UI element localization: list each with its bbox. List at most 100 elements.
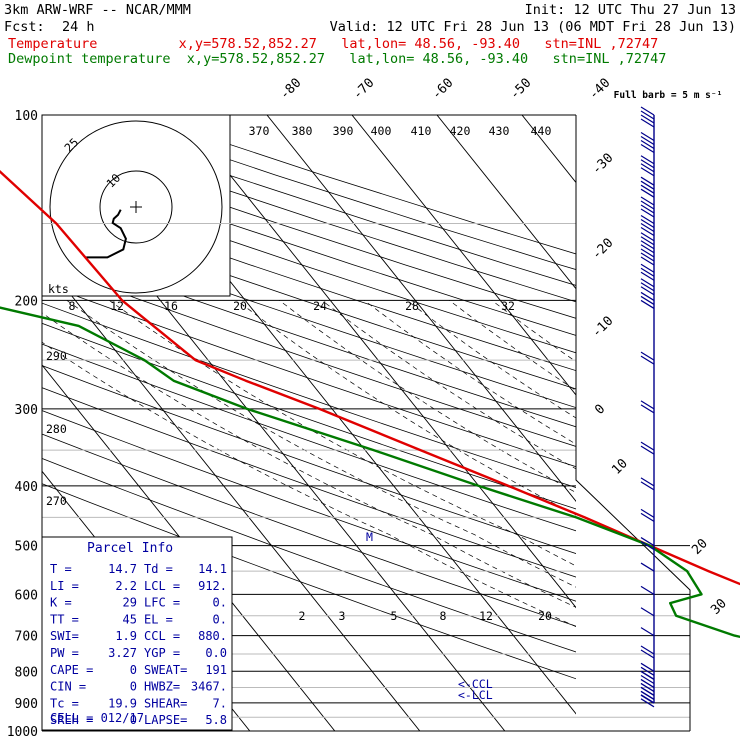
pressure-label: 900 (15, 697, 38, 712)
wind-barb (640, 477, 655, 487)
parcel-key: TT = (50, 612, 79, 626)
forecast-label: Fcst: (4, 19, 45, 35)
wind-barb (640, 176, 655, 186)
dry-adiabat-line (42, 322, 576, 510)
wind-barb (640, 679, 655, 689)
moist-adiabat-line (42, 341, 576, 627)
dry-adiabat-line (42, 365, 576, 554)
wind-barb (640, 683, 655, 693)
isotherm-line (42, 258, 421, 731)
parcel-value: 45 (123, 612, 137, 626)
wind-barb (640, 236, 655, 246)
wind-barb (640, 537, 655, 547)
wind-barb (640, 118, 655, 128)
wind-barb (640, 196, 655, 206)
wind-barb (640, 226, 655, 236)
moist-adiabat-line (321, 300, 576, 470)
wind-barb (640, 295, 655, 305)
temperature-line (0, 169, 740, 586)
isotherm-line (181, 115, 576, 609)
parcel-value: 29 (123, 596, 137, 610)
moist-adiabat-line (279, 300, 576, 493)
wind-barb (640, 649, 655, 659)
wind-barb (640, 351, 655, 361)
pressure-label: 200 (15, 294, 38, 309)
wind-barb (640, 143, 655, 154)
wind-barb (640, 481, 655, 491)
pressure-label: 500 (15, 540, 38, 555)
wind-barb (640, 690, 655, 700)
temperature-label: 0 (592, 402, 608, 418)
wind-barb (640, 282, 655, 292)
parcel-key: SREH = (50, 713, 93, 727)
pressure-label: 1000 (7, 725, 38, 740)
wind-barb (640, 106, 655, 116)
wind-barb (640, 208, 655, 218)
hodograph-speed-label: 28 (405, 299, 419, 313)
temperature-label: -70 (350, 76, 377, 103)
parcel-key: CCL = (144, 629, 180, 643)
parcel-info-box: Parcel Info T = 14.7 Td = 14.1 LI = 2.2 LCL = 9… (41, 536, 233, 731)
wind-barb (640, 666, 655, 676)
wind-barb (640, 445, 655, 455)
temperature-label: -60 (429, 76, 456, 103)
wind-barb (640, 694, 655, 704)
mixing-ratio-label: 3 (339, 609, 346, 623)
wind-barb (640, 139, 655, 150)
theta-label: 390 (333, 124, 354, 138)
theta-label: 410 (411, 124, 432, 138)
dewpoint-line (0, 306, 740, 639)
sounding-series (0, 169, 740, 639)
wind-barb (640, 562, 655, 572)
isotherm-line (436, 115, 576, 290)
wind-barb (640, 271, 655, 281)
parcel-value: 19.9 (108, 696, 137, 710)
parcel-key: SWEAT= (144, 663, 187, 677)
parcel-key: YGP = (144, 646, 180, 660)
wind-barb (640, 218, 655, 228)
temperature-label: -30 (589, 151, 616, 178)
wind-barb (640, 135, 655, 146)
hodograph-ring-inner (99, 170, 173, 244)
temperature-label: 10 (609, 456, 631, 478)
wind-barb (640, 188, 655, 198)
moist-adiabat-line (236, 300, 576, 516)
parcel-value: 0. (213, 612, 227, 626)
parcel-value: 0.0 (205, 646, 227, 660)
parcel-value: 14.1 (198, 562, 227, 576)
temperature-legend: Temperature x,y=578.52,852.27 lat,lon= 4… (8, 36, 658, 52)
hodograph-ring-outer (49, 120, 223, 294)
parcel-key: Tc = (50, 696, 79, 710)
parcel-info-title: Parcel Info (87, 541, 173, 556)
parcel-value: 3467. (191, 680, 227, 694)
wind-barb (640, 263, 655, 273)
wind-barb (640, 184, 655, 194)
mixing-ratio-label: 2 (299, 609, 306, 623)
moist-adiabat-line (109, 300, 576, 567)
parcel-value: 1.9 (115, 629, 137, 643)
hodograph-unit: kts (48, 282, 69, 296)
wind-barb (640, 441, 655, 451)
hodograph-speed-label: 8 (69, 299, 76, 313)
parcel-value: 14.7 (108, 562, 137, 576)
temperature-label: 30 (708, 596, 730, 618)
theta-label: 400 (371, 124, 392, 138)
pressure-label: 800 (15, 665, 38, 680)
wind-barb (640, 167, 655, 177)
theta-label: 440 (531, 124, 552, 138)
init-time: Init: 12 UTC Thu 27 Jun 13 (525, 2, 736, 18)
dry-adiabat-line (42, 433, 576, 627)
parcel-key: CAPE = (50, 663, 93, 677)
wind-barb (640, 222, 655, 232)
parcel-key: K = (50, 596, 72, 610)
parcel-key: LAPSE= (144, 713, 187, 727)
pressure-label: 300 (15, 403, 38, 418)
parcel-info-background (41, 536, 233, 731)
hodograph-trace (86, 209, 127, 259)
temperature-label: -50 (507, 76, 534, 103)
parcel-key: LI = (50, 579, 79, 593)
temperature-label: -10 (589, 314, 616, 341)
temperature-label: -20 (589, 236, 616, 263)
theta-label: 420 (450, 124, 471, 138)
mixing-ratio-label: 8 (440, 609, 447, 623)
